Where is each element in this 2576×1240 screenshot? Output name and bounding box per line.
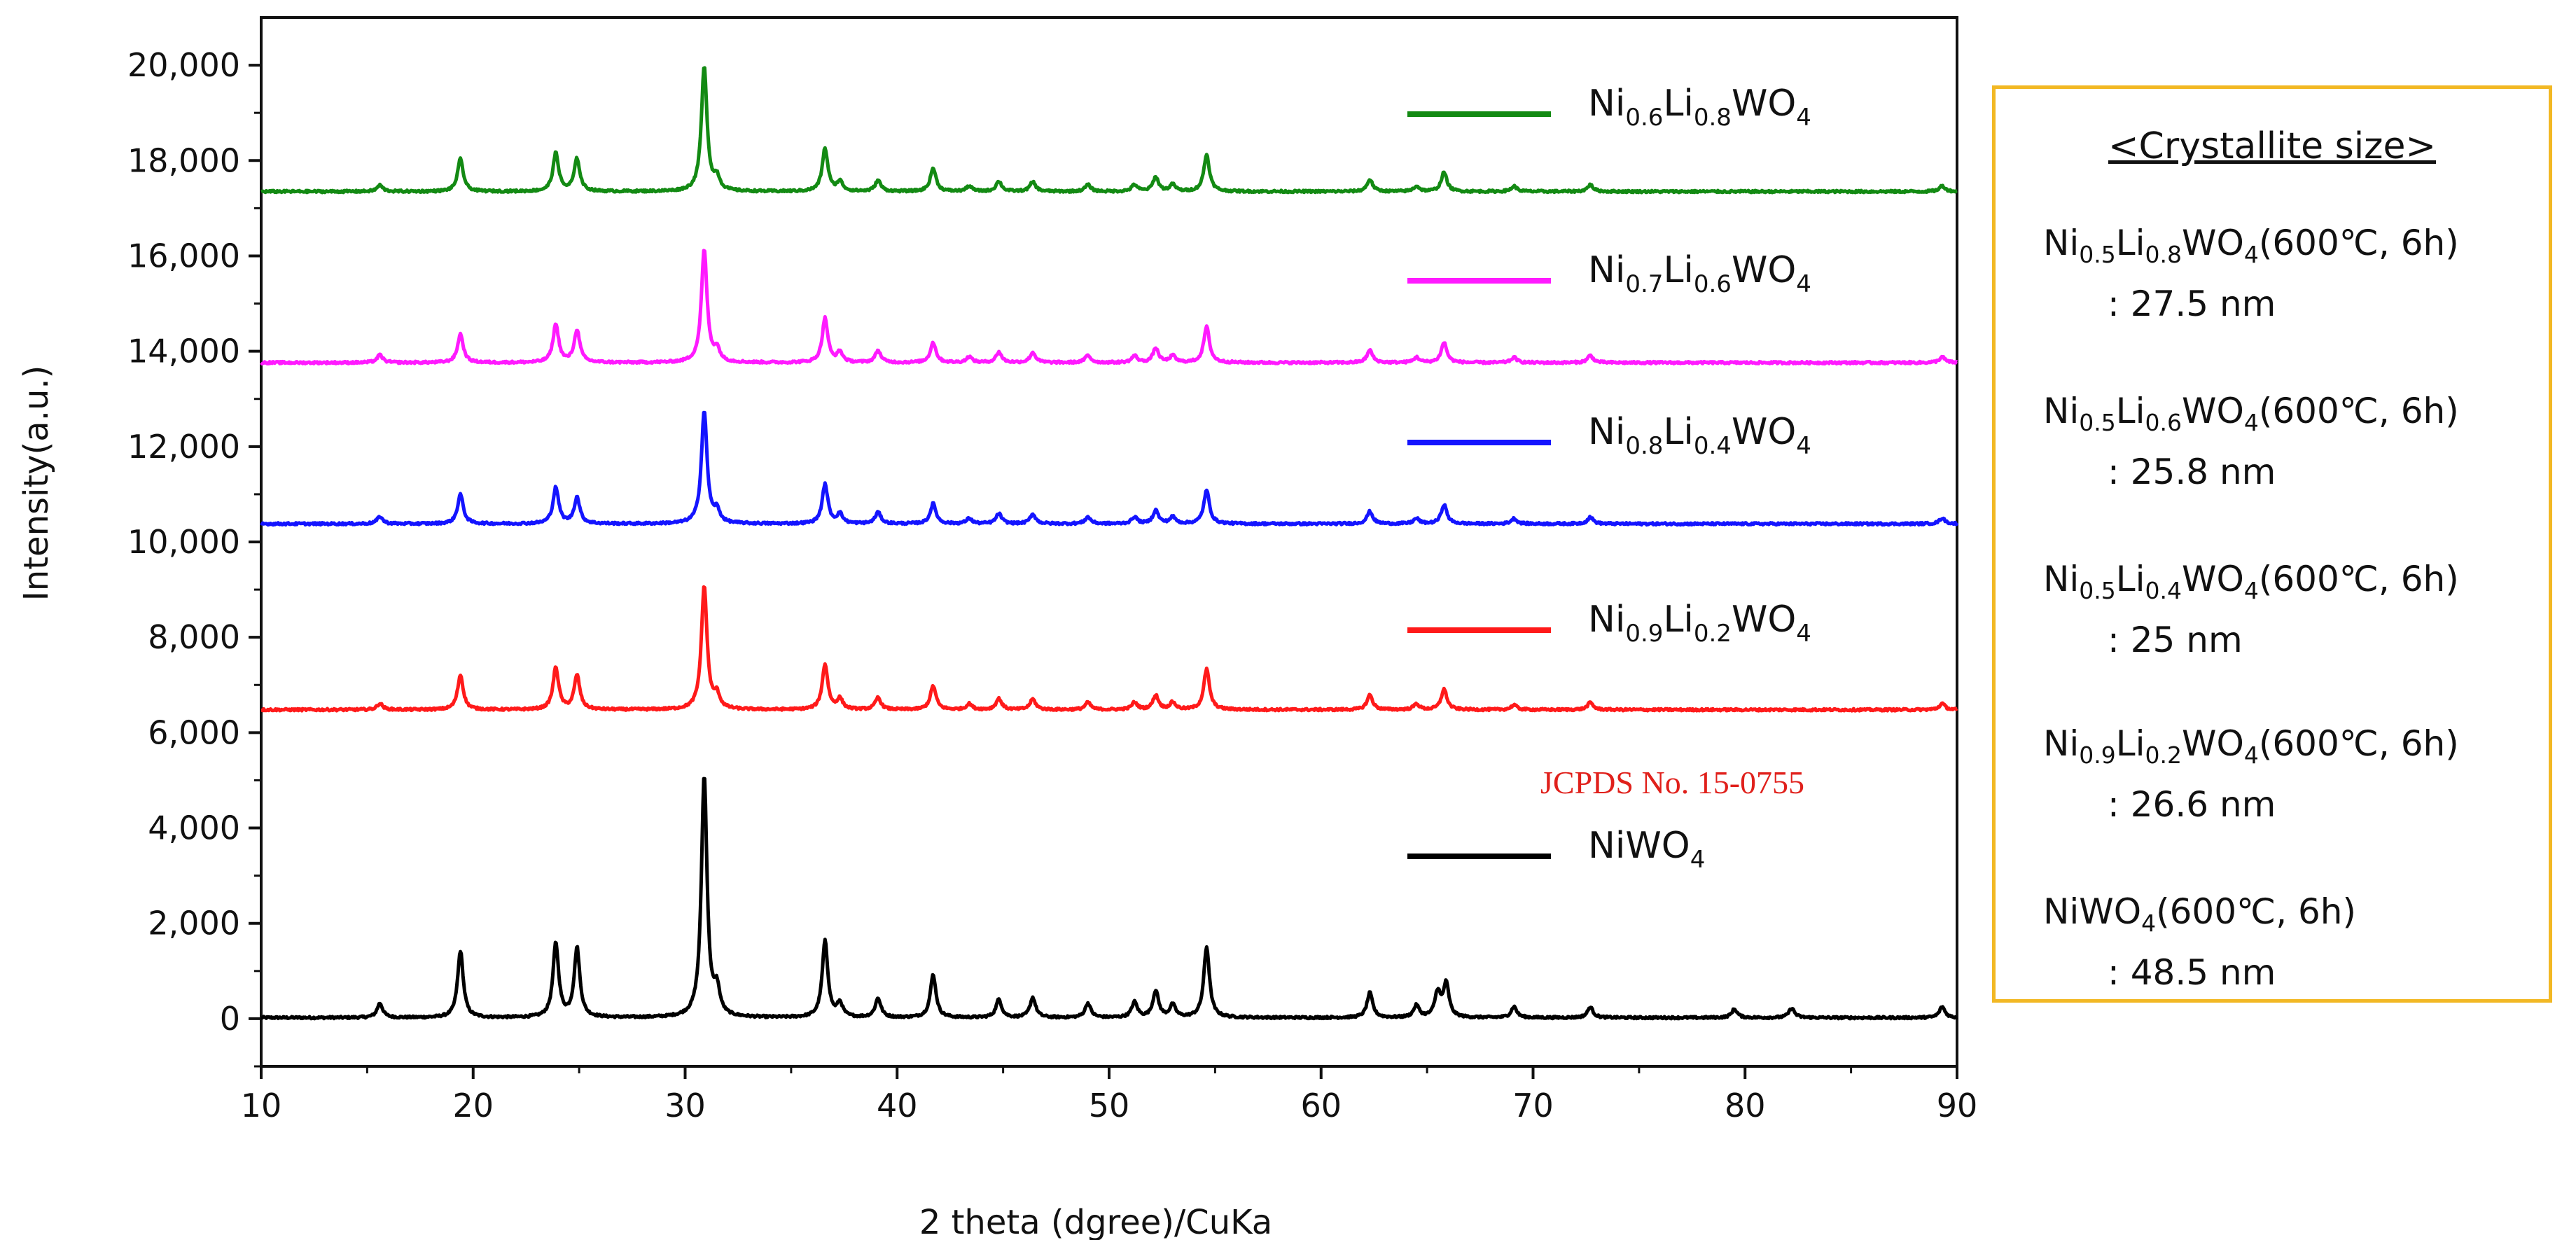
y-tick-label: 16,000 — [127, 237, 240, 274]
crystallite-value: : 27.5 nm — [2108, 284, 2276, 324]
x-tick-label: 90 — [1937, 1087, 1978, 1124]
y-tick-label: 12,000 — [127, 428, 240, 466]
x-tick-label: 30 — [664, 1087, 706, 1124]
axes: 0 2,000 4,000 6,000 8,000 10,000 12,000 14,000 1… — [127, 16, 1978, 1124]
x-tick-label: 10 — [241, 1087, 282, 1124]
legend-label: Ni0.8​Li0.4​WO4​ — [1588, 411, 1811, 460]
plot-frame — [260, 16, 1958, 1068]
y-tick-label: 10,000 — [127, 523, 240, 561]
series-line — [260, 410, 1959, 527]
x-tick-label: 40 — [877, 1087, 918, 1124]
legend-label: NiWO4​ — [1588, 825, 1705, 874]
crystallite-size-box: <Crystallite size> Ni0.5Li0.8WO4(600℃, 6… — [1992, 85, 2552, 1003]
y-tick-label: 6,000 — [148, 713, 240, 751]
y-tick-label: 4,000 — [148, 809, 240, 847]
crystallite-entry: Ni0.9Li0.2WO4(600℃, 6h) : 26.6 nm — [2043, 719, 2459, 829]
x-tick-label: 80 — [1725, 1087, 1766, 1124]
crystallite-formula: Ni0.9Li0.2WO4(600℃, 6h) — [2043, 723, 2459, 769]
series-line — [260, 66, 1958, 195]
crystallite-box-title: <Crystallite size> — [2108, 125, 2437, 167]
crystallite-value: : 25.8 nm — [2108, 452, 2276, 492]
crystallite-value: : 48.5 nm — [2108, 952, 2276, 993]
y-axis-title: Intensity(a.u.) — [17, 365, 56, 601]
legend-label: Ni0.7​Li0.6​WO4​ — [1588, 249, 1811, 298]
crystallite-entry: Ni0.5Li0.4WO4(600℃, 6h) : 25 nm — [2043, 555, 2459, 664]
legend-label: Ni0.9​Li0.2​WO4​ — [1588, 599, 1811, 648]
x-axis-title: 2 theta (dgree)/CuKa — [919, 1203, 1272, 1240]
crystallite-formula: Ni0.5Li0.8WO4(600℃, 6h) — [2043, 223, 2459, 268]
y-tick-label: 20,000 — [127, 46, 240, 84]
crystallite-entry: NiWO4(600℃, 6h) : 48.5 nm — [2043, 887, 2356, 997]
x-tick-label: 20 — [452, 1087, 494, 1124]
y-tick-label: 0 — [220, 1000, 240, 1038]
xrd-chart: 0 2,000 4,000 6,000 8,000 10,000 12,000 14,000 1… — [17, 16, 1978, 1240]
y-tick-label: 8,000 — [148, 618, 240, 656]
series-line — [260, 585, 1958, 713]
series-layer — [260, 66, 1959, 1021]
legend-label: Ni0.6​Li0.8​WO4​ — [1588, 83, 1811, 132]
series-line — [260, 249, 1958, 365]
crystallite-formula: Ni0.5Li0.6WO4(600℃, 6h) — [2043, 391, 2459, 436]
y-tick-label: 18,000 — [127, 141, 240, 179]
crystallite-entry: Ni0.5Li0.6WO4(600℃, 6h) : 25.8 nm — [2043, 386, 2459, 496]
crystallite-entry: Ni0.5Li0.8WO4(600℃, 6h) : 27.5 nm — [2043, 218, 2459, 328]
y-tick-label: 14,000 — [127, 333, 240, 370]
legend: NiWO4​ Ni0.9​Li0.2​WO4​ Ni0.8​Li0.4​WO4​ Ni… — [1407, 83, 1811, 874]
y-tick-label: 2,000 — [148, 905, 240, 942]
x-tick-label: 70 — [1512, 1087, 1554, 1124]
crystallite-formula: Ni0.5Li0.4WO4(600℃, 6h) — [2043, 559, 2459, 604]
x-tick-label: 50 — [1089, 1087, 1130, 1124]
series-line — [260, 776, 1958, 1021]
reference-annotation: JCPDS No. 15-0755 — [1540, 765, 1804, 800]
crystallite-value: : 25 nm — [2108, 620, 2243, 660]
crystallite-value: : 26.6 nm — [2108, 784, 2276, 825]
x-tick-label: 60 — [1300, 1087, 1342, 1124]
crystallite-formula: NiWO4(600℃, 6h) — [2043, 891, 2356, 937]
